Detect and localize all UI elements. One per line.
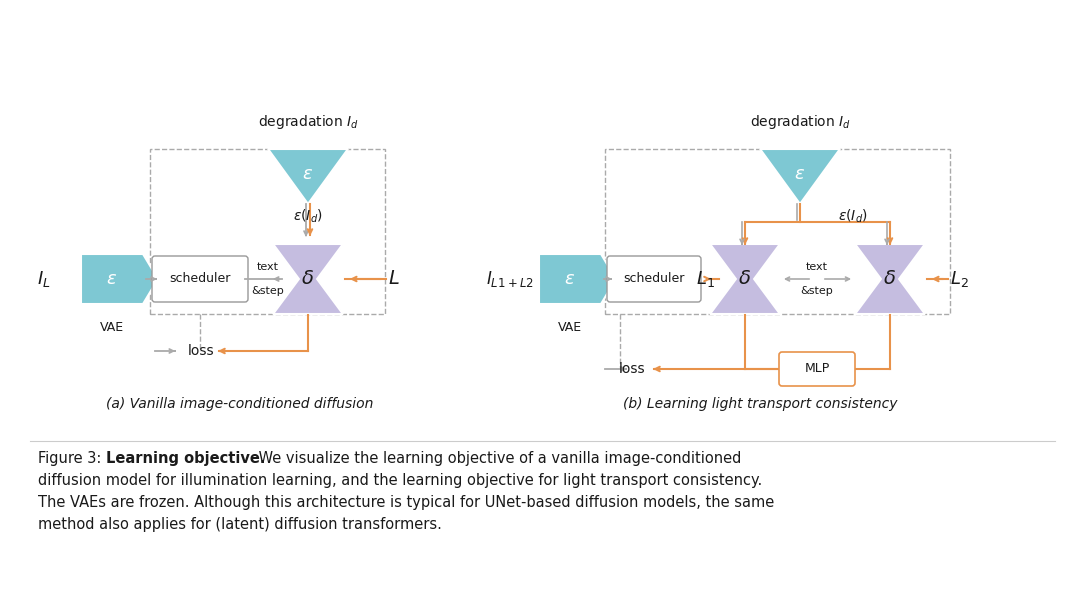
Text: $\mathit{I}_L$: $\mathit{I}_L$ — [37, 269, 51, 289]
Text: Learning objective.: Learning objective. — [106, 451, 266, 466]
Text: The VAEs are frozen. Although this architecture is typical for UNet-based diffus: The VAEs are frozen. Although this archi… — [38, 495, 774, 510]
Text: $\varepsilon$: $\varepsilon$ — [107, 270, 118, 288]
Polygon shape — [273, 244, 343, 314]
Text: Figure 3:: Figure 3: — [38, 451, 106, 466]
Text: $\mathit{I}_{L1+L2}$: $\mathit{I}_{L1+L2}$ — [486, 269, 534, 289]
Polygon shape — [710, 244, 780, 314]
Text: (a) Vanilla image-conditioned diffusion: (a) Vanilla image-conditioned diffusion — [106, 397, 374, 411]
Text: $\varepsilon$: $\varepsilon$ — [565, 270, 576, 288]
Polygon shape — [81, 254, 158, 304]
Text: We visualize the learning objective of a vanilla image-conditioned: We visualize the learning objective of a… — [254, 451, 741, 466]
FancyBboxPatch shape — [779, 352, 855, 386]
Text: degradation $\mathit{I}_d$: degradation $\mathit{I}_d$ — [750, 113, 850, 131]
Text: &step: &step — [800, 286, 834, 296]
FancyBboxPatch shape — [152, 256, 248, 302]
Text: $\varepsilon$: $\varepsilon$ — [795, 165, 806, 183]
Text: $\mathit{L}$: $\mathit{L}$ — [388, 270, 400, 289]
Text: loss: loss — [187, 344, 214, 358]
Text: $\varepsilon$: $\varepsilon$ — [302, 165, 313, 183]
Text: $\varepsilon(\mathit{I}_d)$: $\varepsilon(\mathit{I}_d)$ — [838, 208, 867, 225]
Text: text: text — [806, 262, 828, 272]
Text: loss: loss — [619, 362, 645, 376]
Polygon shape — [539, 254, 616, 304]
Text: diffusion model for illumination learning, and the learning objective for light : diffusion model for illumination learnin… — [38, 473, 762, 488]
Text: $\delta$: $\delta$ — [883, 270, 896, 289]
Text: scheduler: scheduler — [623, 273, 685, 286]
Text: MLP: MLP — [805, 362, 829, 376]
Text: text: text — [257, 262, 279, 272]
Text: degradation $\mathit{I}_d$: degradation $\mathit{I}_d$ — [257, 113, 359, 131]
Polygon shape — [760, 149, 840, 204]
Text: $\delta$: $\delta$ — [739, 270, 752, 289]
Text: method also applies for (latent) diffusion transformers.: method also applies for (latent) diffusi… — [38, 517, 442, 532]
Text: scheduler: scheduler — [170, 273, 231, 286]
Text: $\delta$: $\delta$ — [301, 270, 314, 289]
Polygon shape — [268, 149, 348, 204]
Text: VAE: VAE — [558, 321, 582, 334]
Text: $\mathit{L}_1$: $\mathit{L}_1$ — [696, 269, 715, 289]
Text: $\varepsilon(\mathit{I}_d)$: $\varepsilon(\mathit{I}_d)$ — [293, 208, 323, 225]
Text: &step: &step — [252, 286, 284, 296]
Text: $\mathit{L}_2$: $\mathit{L}_2$ — [950, 269, 969, 289]
FancyBboxPatch shape — [607, 256, 701, 302]
Text: (b) Learning light transport consistency: (b) Learning light transport consistency — [623, 397, 897, 411]
Polygon shape — [855, 244, 924, 314]
Text: VAE: VAE — [100, 321, 124, 334]
